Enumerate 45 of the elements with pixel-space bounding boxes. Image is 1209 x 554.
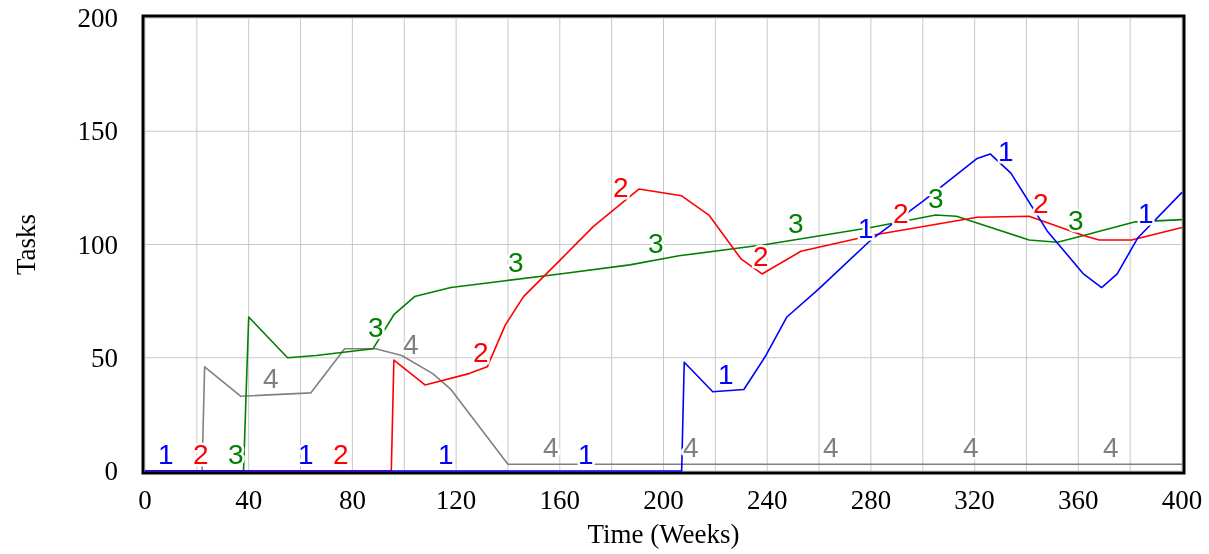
text: 3 bbox=[647, 228, 664, 260]
text: 2 bbox=[1032, 188, 1049, 220]
x-tick-label: 160 bbox=[539, 485, 581, 515]
text: 1 bbox=[997, 136, 1014, 168]
series-label: 1 bbox=[717, 358, 734, 390]
x-tick-label: 200 bbox=[643, 485, 684, 515]
y-axis-title: Tasks bbox=[11, 213, 41, 276]
text: 3 bbox=[367, 312, 384, 344]
y-tick-label: 100 bbox=[77, 229, 118, 260]
text: 2 bbox=[472, 337, 489, 369]
series-label: 4 bbox=[262, 362, 279, 394]
x-axis-title: Time (Weeks) bbox=[587, 519, 740, 549]
y-tick-label: 50 bbox=[91, 342, 118, 373]
text: 2 bbox=[192, 439, 209, 470]
y-tick-label: 200 bbox=[77, 3, 118, 33]
x-tick-label: 280 bbox=[850, 485, 892, 515]
text: 1 bbox=[157, 439, 174, 470]
text: 4 bbox=[1102, 432, 1119, 464]
text: 4 bbox=[542, 432, 559, 464]
text: 4 bbox=[402, 328, 419, 360]
text: 3 bbox=[927, 183, 944, 215]
x-tick-label: 0 bbox=[138, 485, 152, 515]
x-tick-label: 120 bbox=[435, 485, 477, 515]
text: 1 bbox=[437, 439, 454, 470]
y-tick-label: 150 bbox=[77, 116, 118, 147]
series-label: 3 bbox=[227, 439, 244, 470]
text: 4 bbox=[682, 432, 699, 464]
x-tick-label: 400 bbox=[1161, 485, 1203, 515]
x-tick-label: 320 bbox=[954, 485, 995, 515]
x-tick-label: 360 bbox=[1058, 485, 1099, 515]
text: 4 bbox=[962, 432, 979, 464]
text: 3 bbox=[507, 247, 524, 279]
x-tick-label: 240 bbox=[746, 485, 788, 515]
text: 2 bbox=[332, 439, 349, 470]
text: 2 bbox=[612, 171, 629, 203]
y-tick-label: 0 bbox=[104, 456, 118, 486]
text: 3 bbox=[787, 207, 804, 239]
x-tick-label: 80 bbox=[338, 485, 366, 515]
text: 3 bbox=[1067, 205, 1084, 237]
x-tick-label: 40 bbox=[235, 485, 263, 515]
text: 2 bbox=[752, 241, 769, 273]
text: 1 bbox=[577, 439, 594, 470]
text: 4 bbox=[822, 432, 839, 464]
text: 1 bbox=[297, 439, 314, 470]
text: 1 bbox=[1137, 197, 1154, 229]
